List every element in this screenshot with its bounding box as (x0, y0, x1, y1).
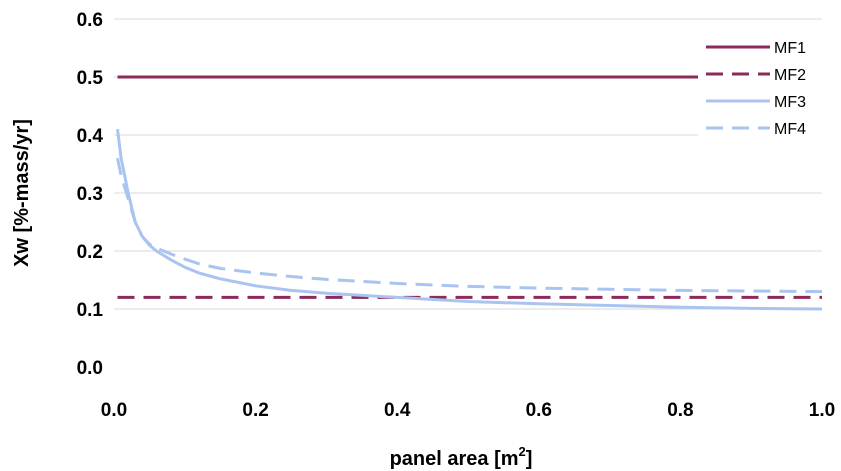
x-axis-title-suffix: ] (526, 448, 533, 470)
legend-label-mf4: MF4 (774, 121, 806, 138)
x-tick-label: 0.4 (384, 400, 411, 421)
y-tick-label: 0.2 (77, 242, 103, 263)
legend-label-mf3: MF3 (774, 94, 806, 111)
y-axis-title: Xw [%-mass/yr] (11, 119, 33, 267)
legend: MF1 MF2 MF3 MF4 (698, 35, 832, 140)
x-tick-label: 1.0 (809, 400, 835, 421)
y-tick-label: 0.4 (77, 126, 104, 147)
legend-label-mf2: MF2 (774, 67, 806, 84)
x-tick-label: 0.0 (101, 400, 127, 421)
y-tick-label: 0.3 (77, 184, 103, 205)
legend-label-mf1: MF1 (774, 40, 806, 57)
series-line-mf3 (116, 129, 823, 311)
y-tick-labels: 0.0 0.1 0.2 0.3 0.4 0.5 0.6 (77, 10, 104, 379)
x-tick-labels: 0.0 0.2 0.4 0.6 0.8 1.0 (101, 400, 835, 421)
x-axis-title-main: panel area [m (390, 448, 519, 470)
x-axis-title-superscript: 2 (519, 444, 526, 459)
x-tick-label: 0.8 (667, 400, 693, 421)
x-axis-title: panel area [m2] (390, 444, 533, 470)
x-tick-label: 0.2 (242, 400, 268, 421)
y-tick-label: 0.6 (77, 10, 103, 31)
series-line-mf4 (116, 157, 823, 294)
x-tick-label: 0.6 (526, 400, 552, 421)
y-tick-label: 0.5 (77, 68, 104, 89)
y-tick-label: 0.1 (77, 300, 104, 321)
y-tick-label: 0.0 (77, 358, 103, 379)
